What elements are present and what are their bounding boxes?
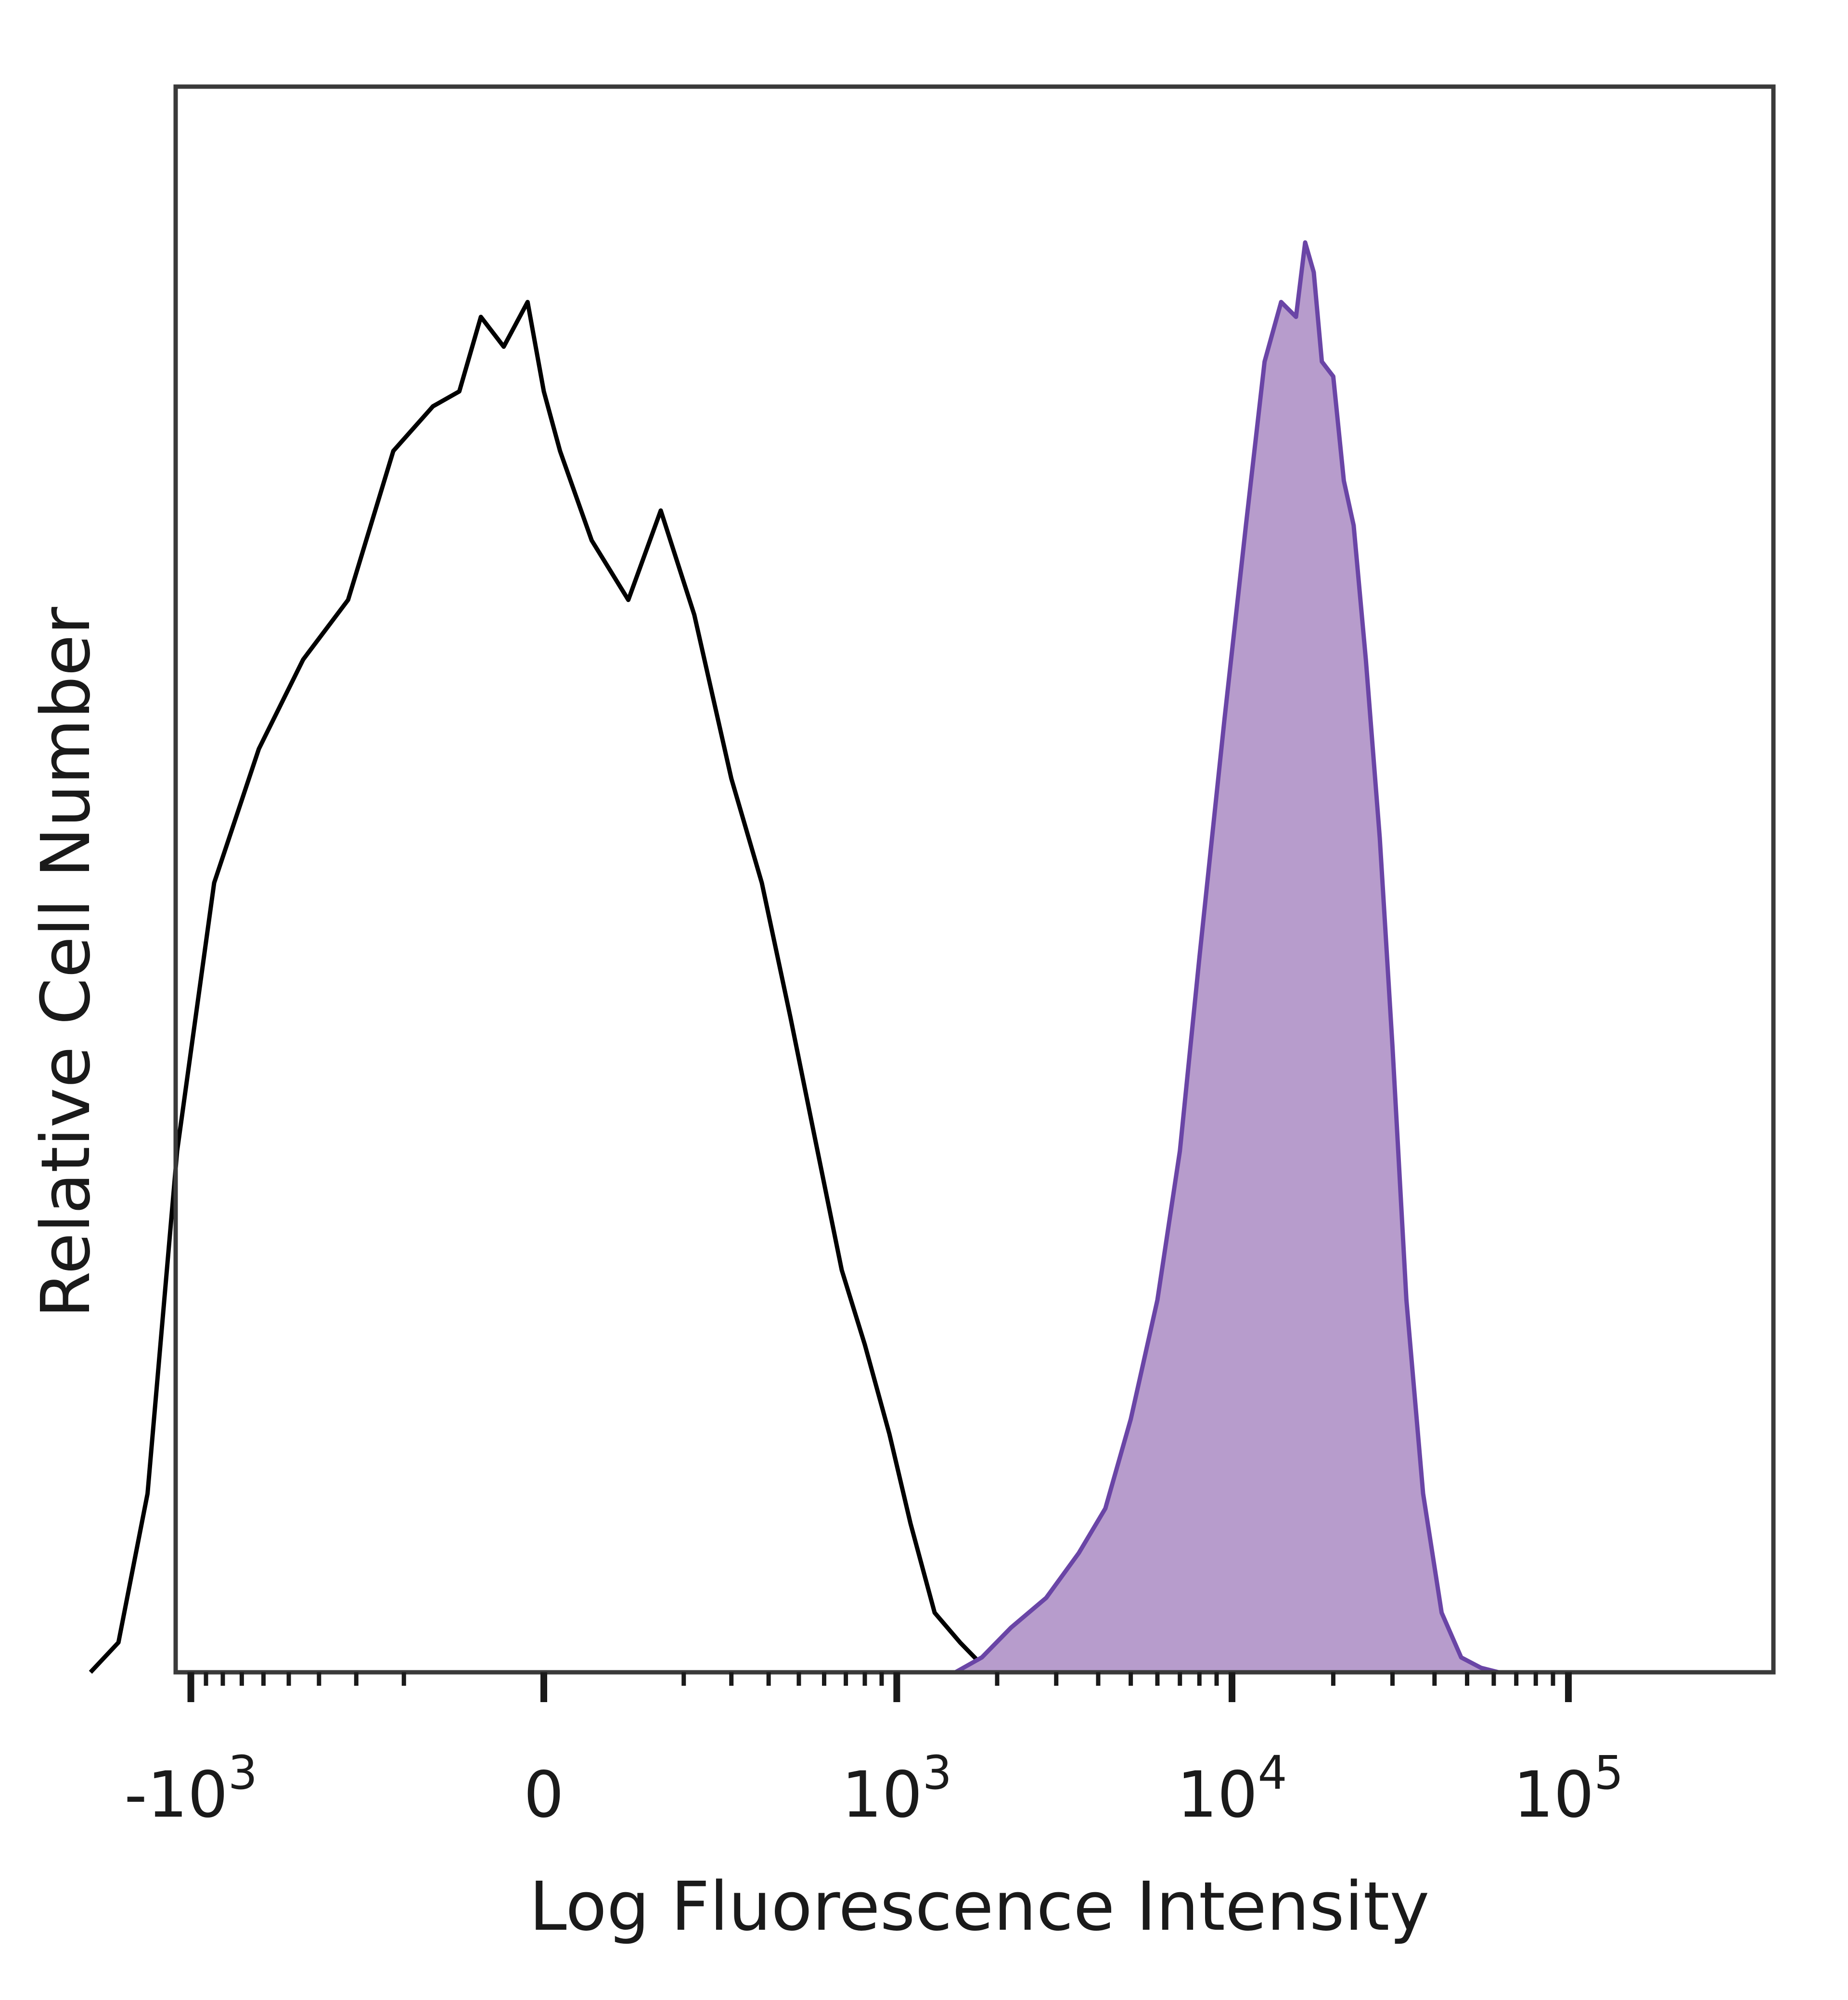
series-1-fill: [955, 242, 1516, 1672]
major-ticks: [187, 1672, 1572, 1702]
series-1-line: [954, 240, 1516, 1675]
series-layer: [89, 240, 1516, 1675]
series-0-line: [89, 300, 1005, 1675]
plot-frame: [173, 84, 1776, 1675]
minor-ticks: [204, 1672, 1555, 1686]
x-tick-labels: -103 0 103 104 105: [124, 1746, 1623, 1832]
x-tick-label: 105: [1513, 1746, 1623, 1832]
x-axis-label: Log Fluorescence Intensity: [529, 1868, 1430, 1946]
x-tick-label: 0: [524, 1758, 564, 1832]
x-tick-label: 103: [842, 1746, 952, 1832]
x-tick-label: 104: [1177, 1746, 1287, 1832]
y-axis-label: Relative Cell Number: [27, 607, 105, 1318]
x-tick-label: -103: [124, 1746, 257, 1832]
